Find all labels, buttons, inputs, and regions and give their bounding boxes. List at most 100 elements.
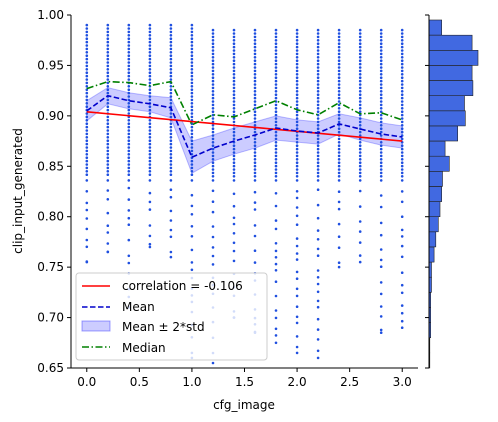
scatter-point <box>127 34 131 37</box>
scatter-point <box>295 117 299 120</box>
x-tick-label: 1.0 <box>182 375 201 389</box>
y-tick-label: 0.90 <box>37 109 64 123</box>
scatter-point <box>211 96 215 100</box>
scatter-point <box>253 124 257 127</box>
scatter-point <box>169 156 173 159</box>
scatter-point <box>190 74 194 78</box>
scatter-point <box>337 110 341 113</box>
scatter-point <box>316 86 320 90</box>
scatter-point <box>232 69 236 73</box>
scatter-point <box>211 189 215 193</box>
scatter-point <box>148 105 152 108</box>
scatter-point <box>106 198 110 201</box>
scatter-point <box>337 35 341 39</box>
scatter-point <box>169 149 173 153</box>
scatter-point <box>253 110 257 113</box>
x-tick-label: 2.5 <box>340 375 359 389</box>
scatter-point <box>379 315 383 318</box>
scatter-point <box>169 44 173 47</box>
scatter-point <box>400 175 404 178</box>
scatter-point <box>85 129 89 132</box>
scatter-point <box>253 137 257 141</box>
scatter-point <box>253 103 257 107</box>
scatter-point <box>253 144 257 147</box>
scatter-point <box>358 161 362 164</box>
scatter-point <box>85 78 89 81</box>
legend-label-band: Mean ± 2*std <box>122 320 205 334</box>
scatter-point <box>400 151 404 154</box>
histogram-bar <box>428 110 466 127</box>
scatter-point <box>274 175 278 178</box>
scatter-point <box>358 260 362 264</box>
y-tick-label: 0.95 <box>37 58 64 72</box>
scatter-point <box>253 117 257 120</box>
scatter-point <box>85 201 89 205</box>
scatter-point <box>127 95 131 98</box>
y-ticks: 0.65 0.70 0.75 0.80 0.85 0.90 0.95 1.00 <box>37 8 71 375</box>
y-axis-label: clip_input_generated <box>11 128 25 254</box>
scatter-point <box>295 35 299 39</box>
scatter-point <box>190 54 194 57</box>
scatter-point <box>190 30 194 34</box>
scatter-point <box>316 317 320 321</box>
scatter-point <box>358 32 362 35</box>
scatter-point <box>358 59 362 62</box>
scatter-point <box>106 224 110 227</box>
scatter-point <box>106 108 110 112</box>
scatter-point <box>253 113 257 117</box>
scatter-point <box>169 64 173 68</box>
scatter-point <box>169 255 173 259</box>
scatter-point <box>253 49 257 52</box>
scatter-point <box>253 249 257 252</box>
scatter-point <box>148 30 152 34</box>
scatter-point <box>148 78 152 81</box>
scatter-point <box>148 95 152 98</box>
scatter-point <box>148 139 152 142</box>
scatter-point <box>379 79 383 83</box>
scatter-point <box>379 113 383 117</box>
scatter-point <box>190 235 194 238</box>
scatter-point <box>232 90 236 93</box>
scatter-point <box>337 161 341 164</box>
scatter-point <box>253 179 257 182</box>
scatter-point <box>379 52 383 56</box>
scatter-point <box>190 132 194 136</box>
histogram-bar <box>428 49 479 66</box>
scatter-point <box>190 115 194 119</box>
scatter-point <box>337 96 341 100</box>
scatter-point <box>274 62 278 66</box>
scatter-point <box>211 52 215 56</box>
scatter-point <box>127 68 131 71</box>
scatter-point <box>253 154 257 158</box>
scatter-point <box>295 127 299 130</box>
scatter-point <box>211 56 215 59</box>
scatter-point <box>337 28 341 32</box>
scatter-point <box>190 44 194 47</box>
scatter-point <box>253 171 257 175</box>
scatter-point <box>295 287 299 291</box>
scatter-point <box>211 93 215 96</box>
scatter-point <box>127 216 131 220</box>
scatter-point <box>148 44 152 47</box>
scatter-point <box>295 56 299 59</box>
scatter-point <box>400 107 404 110</box>
scatter-point <box>358 66 362 69</box>
scatter-point <box>295 83 299 86</box>
scatter-point <box>379 76 383 79</box>
scatter-point <box>337 49 341 52</box>
scatter-point <box>358 69 362 73</box>
scatter-point <box>232 28 236 32</box>
scatter-point <box>337 42 341 45</box>
scatter-point <box>337 56 341 59</box>
scatter-point <box>316 269 320 272</box>
scatter-point <box>316 79 320 83</box>
series-line-solid <box>86 111 403 142</box>
scatter-point <box>295 214 299 218</box>
scatter-point <box>316 73 320 76</box>
scatter-point <box>148 108 152 112</box>
scatter-point <box>106 30 110 34</box>
scatter-point <box>211 158 215 161</box>
scatter-point <box>274 110 278 113</box>
scatter-point <box>295 168 299 171</box>
scatter-point <box>253 120 257 124</box>
